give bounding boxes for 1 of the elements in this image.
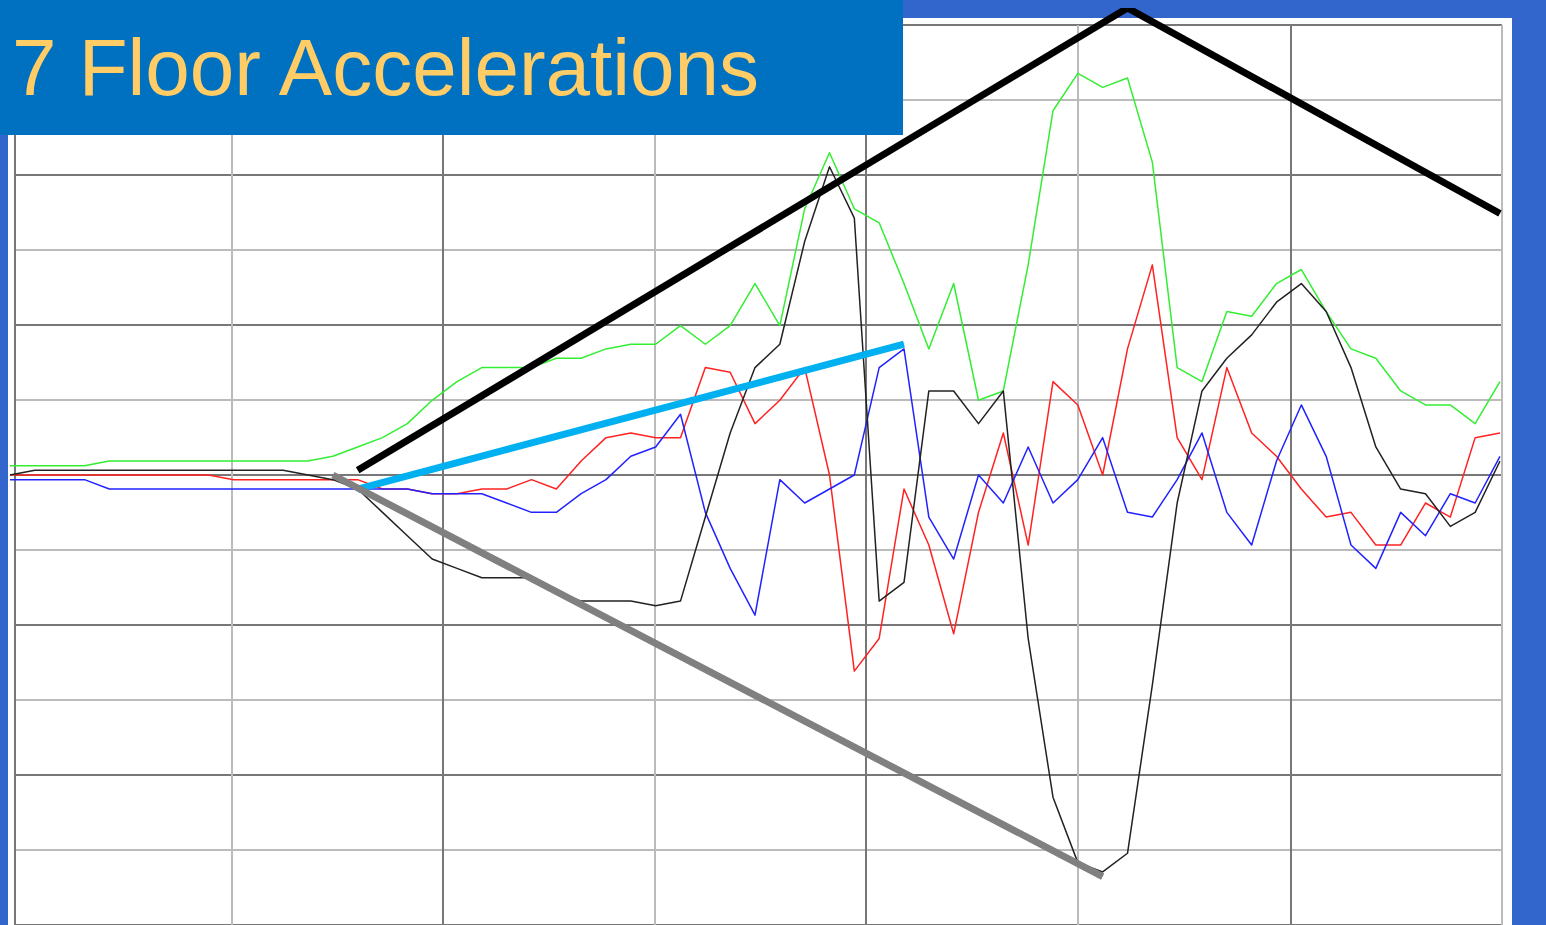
chart-title: 7 Floor Accelerations: [12, 22, 760, 112]
